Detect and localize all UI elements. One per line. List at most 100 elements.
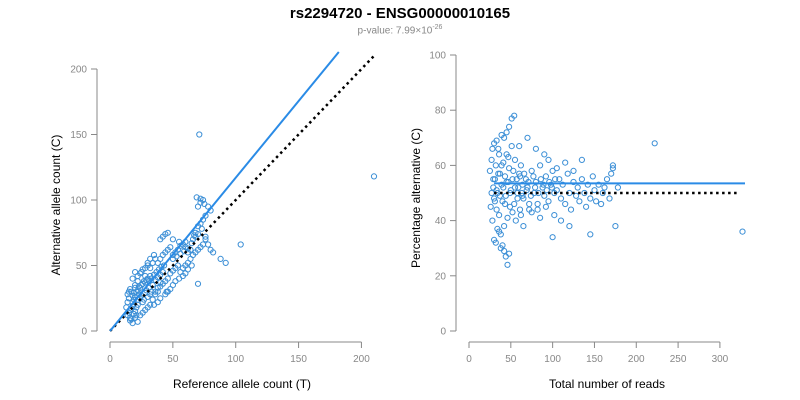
left-data-point [202,236,209,243]
right-data-point [573,192,580,199]
right-data-point [552,176,559,183]
left-data-point [210,249,217,256]
left-data-point [167,244,174,251]
left-data-point [222,259,229,266]
left-y-tick-label: 100 [70,196,87,207]
right-y-tick-label: 0 [440,327,446,338]
right-data-point [503,129,510,136]
right-data-point [489,217,496,224]
right-data-point [570,167,577,174]
right-data-point [609,162,617,169]
right-data-point [501,247,508,255]
right-data-point [506,250,513,257]
left-data-point [164,288,171,295]
right-x-axis-label: Total number of reads [549,377,665,391]
right-data-point [526,206,533,213]
right-data-point [593,198,600,205]
left-data-point [193,194,200,201]
left-data-point [147,301,154,308]
right-data-point [567,206,575,213]
right-data-point [566,223,573,230]
right-data-point [519,192,526,199]
right-data-point [539,184,546,191]
right-data-point [501,173,509,180]
right-data-point [530,173,537,180]
right-data-point [599,189,606,197]
right-y-tick-label: 80 [435,106,447,117]
right-data-point [587,195,594,202]
right-data-point [506,165,513,172]
right-data-point [488,189,495,197]
right-y-tick-label: 20 [435,271,447,282]
left-data-point [133,288,140,295]
right-data-point [508,143,515,150]
left-data-point [172,278,179,285]
right-data-point [509,209,516,216]
right-data-point [557,195,565,202]
right-x-tick-label: 150 [586,354,603,365]
pvalue-text: p-value: 7.99×10 [357,25,433,37]
left-data-point [134,318,141,325]
right-data-point [501,134,508,141]
left-data-point [191,232,198,239]
right-data-point [491,198,498,205]
left-data-point [198,225,205,232]
right-data-point [493,137,500,144]
right-data-point [576,198,583,205]
right-data-point [589,173,596,180]
right-data-point [504,261,511,268]
left-data-point [188,262,195,269]
right-data-point [523,187,530,194]
right-data-point [595,181,602,188]
right-data-point [608,170,615,177]
right-data-point [517,162,525,169]
right-data-point [574,184,581,191]
right-data-point [556,176,563,183]
right-data-point [516,206,524,213]
right-data-point [493,206,500,213]
right-data-point [498,162,505,169]
right-data-point [496,192,503,199]
right-data-point [551,212,558,219]
left-y-tick-label: 200 [70,65,87,76]
right-data-point [505,154,512,161]
right-data-point [542,173,550,180]
right-x-tick-label: 0 [466,354,472,365]
right-data-point [490,176,497,183]
right-x-tick-label: 200 [628,354,645,365]
right-data-point [532,145,540,152]
left-data-point [159,269,166,276]
right-data-point [509,176,516,183]
right-data-point [505,178,512,186]
right-data-point [598,200,605,208]
right-data-point [562,159,569,166]
left-y-tick-label: 50 [76,261,88,272]
right-x-tick-label: 50 [505,354,517,365]
right-data-point [570,178,577,186]
right-data-point [557,217,565,224]
right-data-point [534,200,541,208]
right-data-point [496,151,503,158]
left-data-point [196,131,203,138]
right-data-point [535,189,542,197]
right-y-tick-label: 40 [435,216,447,227]
left-x-tick-label: 0 [107,354,113,365]
right-data-point [606,195,613,202]
right-data-point [549,234,556,241]
right-data-point [503,178,510,186]
right-data-point [516,173,524,180]
right-data-point [584,181,591,188]
left-y-tick-label: 150 [70,130,87,141]
right-data-point [492,162,499,169]
right-data-point [614,184,622,191]
right-data-point [578,156,586,163]
right-data-point [506,123,513,130]
right-data-point [532,184,539,191]
right-data-point [612,223,619,230]
right-data-point [559,181,566,188]
right-data-point [519,181,526,188]
right-data-point [551,189,558,197]
left-data-point [217,255,224,262]
right-data-point [562,200,569,208]
